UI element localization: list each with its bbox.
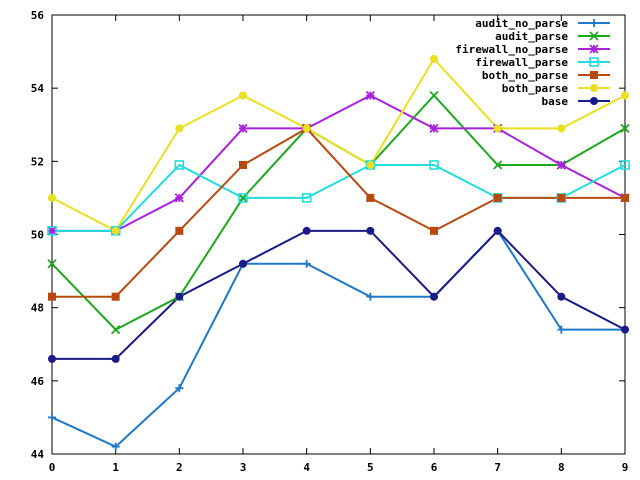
data-point-base [111,354,120,363]
data-point-audit_parse [47,259,57,269]
data-point-base [557,292,566,301]
x-tick-label: 9 [622,461,629,474]
data-point-base [621,325,629,334]
data-point-audit_parse [493,160,503,170]
data-point-firewall_parse [620,160,630,170]
data-point-firewall_parse [301,193,312,203]
legend-marker-base [590,97,598,105]
data-point-both_parse [48,193,56,202]
data-point-audit_no_parse [111,442,120,451]
x-tick-label: 4 [303,461,310,474]
y-tick-label: 44 [31,448,45,461]
data-point-audit_parse [111,324,121,335]
legend-marker-both_no_parse [590,71,598,79]
legend-label-audit_parse: audit_parse [495,30,568,43]
series-line-both_no_parse [52,127,625,298]
series-lines [51,57,626,448]
data-point-audit_parse [620,123,630,134]
data-point-both_parse [621,91,629,100]
data-point-audit_no_parse [366,292,375,301]
series-line-base [52,229,626,360]
data-point-base [239,259,247,268]
data-point-audit_no_parse [302,259,311,268]
data-point-audit_no_parse [48,413,56,422]
data-point-audit_parse [238,193,248,203]
x-tick-label: 1 [112,461,119,474]
y-tick-label: 54 [31,82,45,95]
data-point-both_parse [557,124,566,133]
data-point-base [175,292,184,301]
data-point-both_no_parse [175,226,184,235]
data-point-firewall_no_parse [556,160,566,170]
data-point-firewall_parse [47,226,57,236]
series-line-audit_no_parse [51,229,625,448]
y-tick-label: 48 [31,302,44,315]
data-point-both_no_parse [111,292,120,301]
data-point-firewall_no_parse [174,193,184,203]
data-point-audit_no_parse [175,384,184,393]
data-point-both_no_parse [48,292,56,301]
data-point-firewall_no_parse [238,123,248,134]
data-point-both_no_parse [493,193,502,202]
data-point-both_parse [493,124,502,133]
data-point-base [48,354,56,363]
data-point-both_parse [175,124,184,133]
legend-label-firewall_no_parse: firewall_no_parse [455,43,568,56]
data-point-both_parse [366,160,375,169]
legend-marker-firewall_parse [589,57,599,67]
data-point-both_parse [302,124,311,133]
x-tick-label: 2 [176,461,183,474]
data-point-both_no_parse [621,193,629,202]
y-tick-label: 50 [31,229,44,242]
x-tick-label: 0 [49,461,56,474]
legend-marker-both_parse [590,84,598,92]
data-point-firewall_no_parse [429,123,439,134]
series-line-both_parse [51,57,626,233]
data-point-base [366,226,375,235]
x-tick-label: 7 [494,461,501,474]
legend-label-both_no_parse: both_no_parse [482,69,568,82]
data-point-audit_no_parse [557,325,566,334]
data-point-firewall_parse [174,160,185,170]
data-point-both_parse [239,91,247,100]
legend: audit_no_parseaudit_parsefirewall_no_par… [455,17,610,108]
data-point-both_parse [111,226,120,235]
series-markers [47,54,630,451]
data-point-audit_parse [429,90,439,101]
data-point-both_parse [430,54,438,63]
x-tick-label: 8 [558,461,565,474]
data-point-base [493,226,502,235]
y-tick-label: 46 [31,375,45,388]
data-point-firewall_parse [429,160,439,170]
data-point-both_no_parse [239,160,247,169]
data-point-firewall_no_parse [365,90,375,101]
legend-marker-firewall_no_parse [589,44,599,54]
legend-label-audit_no_parse: audit_no_parse [475,17,568,30]
y-tick-label: 56 [31,9,45,22]
y-tick-label: 52 [31,155,44,168]
x-tick-label: 6 [431,461,438,474]
legend-label-base: base [542,95,569,108]
x-tick-label: 5 [367,461,374,474]
legend-marker-audit_parse [589,31,599,41]
data-point-base [302,226,311,235]
legend-label-both_parse: both_parse [502,82,569,95]
series-line-firewall_no_parse [52,94,626,232]
data-point-both_no_parse [430,226,438,235]
data-point-base [430,292,438,301]
legend-label-firewall_parse: firewall_parse [475,56,568,69]
data-point-both_no_parse [557,193,566,202]
legend-marker-audit_no_parse [590,19,598,27]
data-point-firewall_parse [238,193,248,203]
data-point-firewall_no_parse [47,226,57,236]
data-point-both_no_parse [366,193,375,202]
x-tick-label: 3 [240,461,247,474]
